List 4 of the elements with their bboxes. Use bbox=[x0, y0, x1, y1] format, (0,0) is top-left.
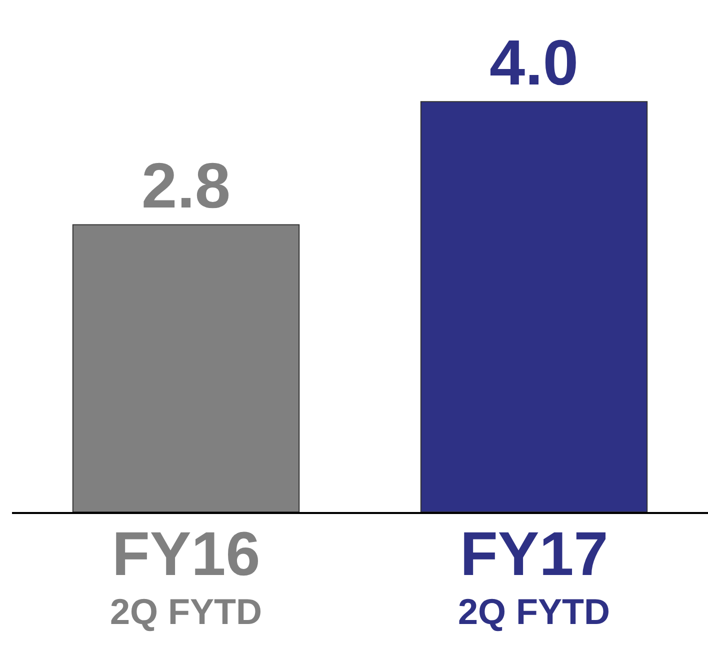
x-tick-label: FY17 2Q FYTD bbox=[458, 520, 610, 632]
data-label: 4.0 bbox=[490, 26, 578, 99]
data-label: 2.8 bbox=[142, 150, 230, 222]
x-tick-label: FY16 2Q FYTD bbox=[110, 520, 262, 632]
